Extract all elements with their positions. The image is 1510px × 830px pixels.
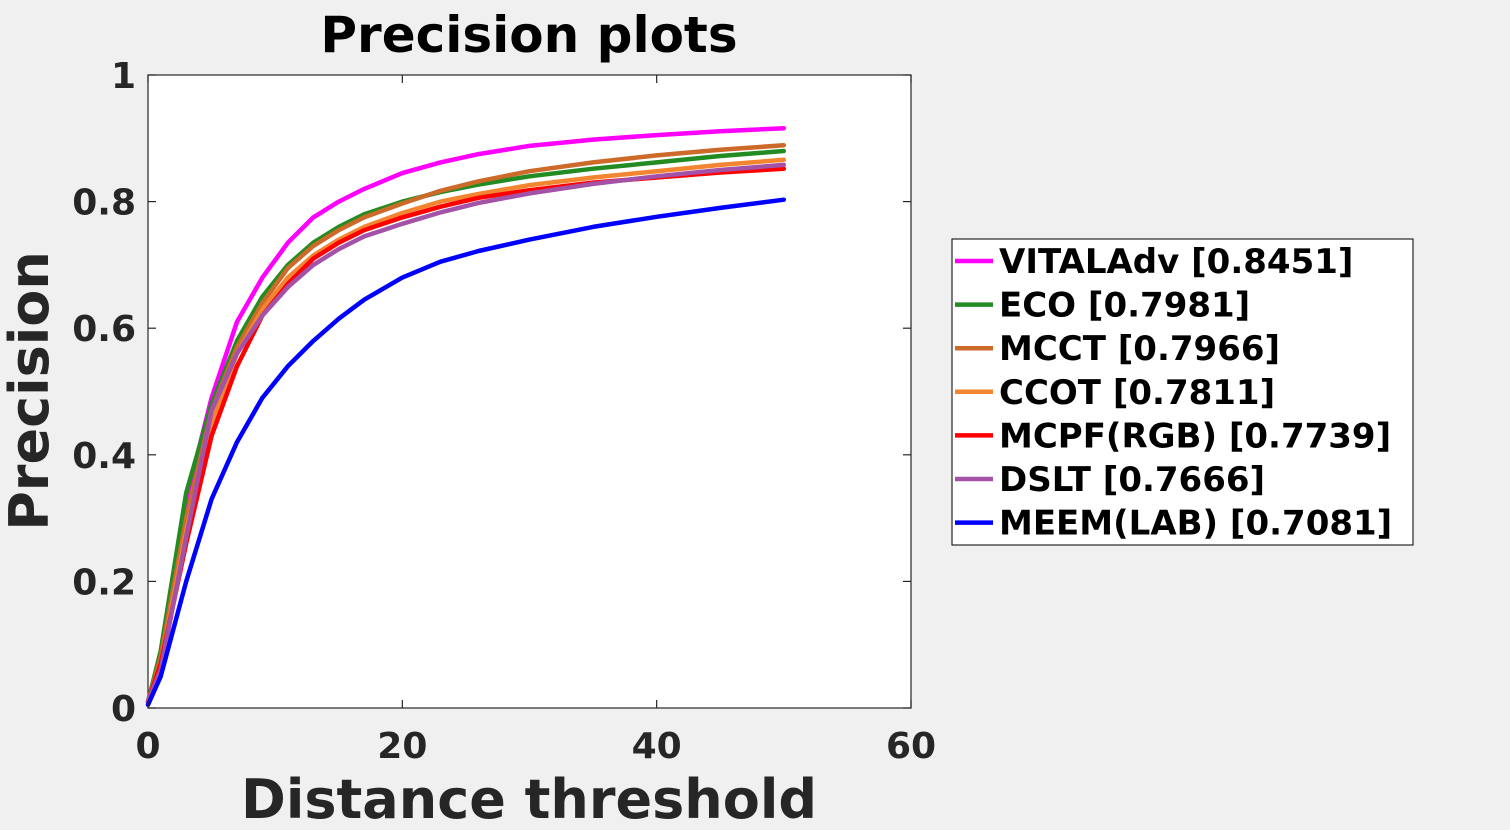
y-tick-label: 0	[111, 689, 136, 730]
legend-label-0: VITALAdv [0.8451]	[999, 242, 1353, 282]
chart-title: Precision plots	[320, 6, 737, 64]
y-tick-label: 0.8	[72, 183, 136, 224]
legend-label-1: ECO [0.7981]	[999, 286, 1250, 326]
legend-box	[951, 238, 1414, 546]
x-tick-label: 20	[377, 726, 427, 767]
series-lines	[145, 125, 787, 708]
y-axis-label: Precision	[0, 251, 61, 531]
series-line-5	[145, 162, 787, 704]
legend-label-2: MCCT [0.7966]	[999, 329, 1280, 369]
legend-label-4: MCPF(RGB) [0.7739]	[999, 416, 1391, 456]
x-axis-ticks: 0 20 40 60	[135, 75, 936, 767]
series-line-6	[145, 197, 787, 708]
x-tick-label: 0	[135, 726, 160, 767]
y-tick-label: 0.6	[72, 309, 136, 350]
legend: VITALAdv [0.8451]ECO [0.7981]MCCT [0.796…	[951, 238, 1414, 546]
legend-label-3: CCOT [0.7811]	[999, 373, 1275, 413]
plot-area	[147, 74, 912, 709]
x-tick-label: 40	[632, 726, 682, 767]
x-axis-label: Distance threshold	[241, 768, 817, 830]
y-tick-label: 0.2	[72, 562, 136, 603]
legend-label-6: MEEM(LAB) [0.7081]	[999, 504, 1392, 544]
x-tick-label: 60	[886, 726, 936, 767]
y-axis-ticks: 0 0.2 0.4 0.6 0.8 1	[72, 56, 911, 730]
legend-label-5: DSLT [0.7666]	[999, 460, 1265, 500]
y-tick-label: 1	[111, 56, 136, 97]
y-tick-label: 0.4	[72, 436, 136, 477]
